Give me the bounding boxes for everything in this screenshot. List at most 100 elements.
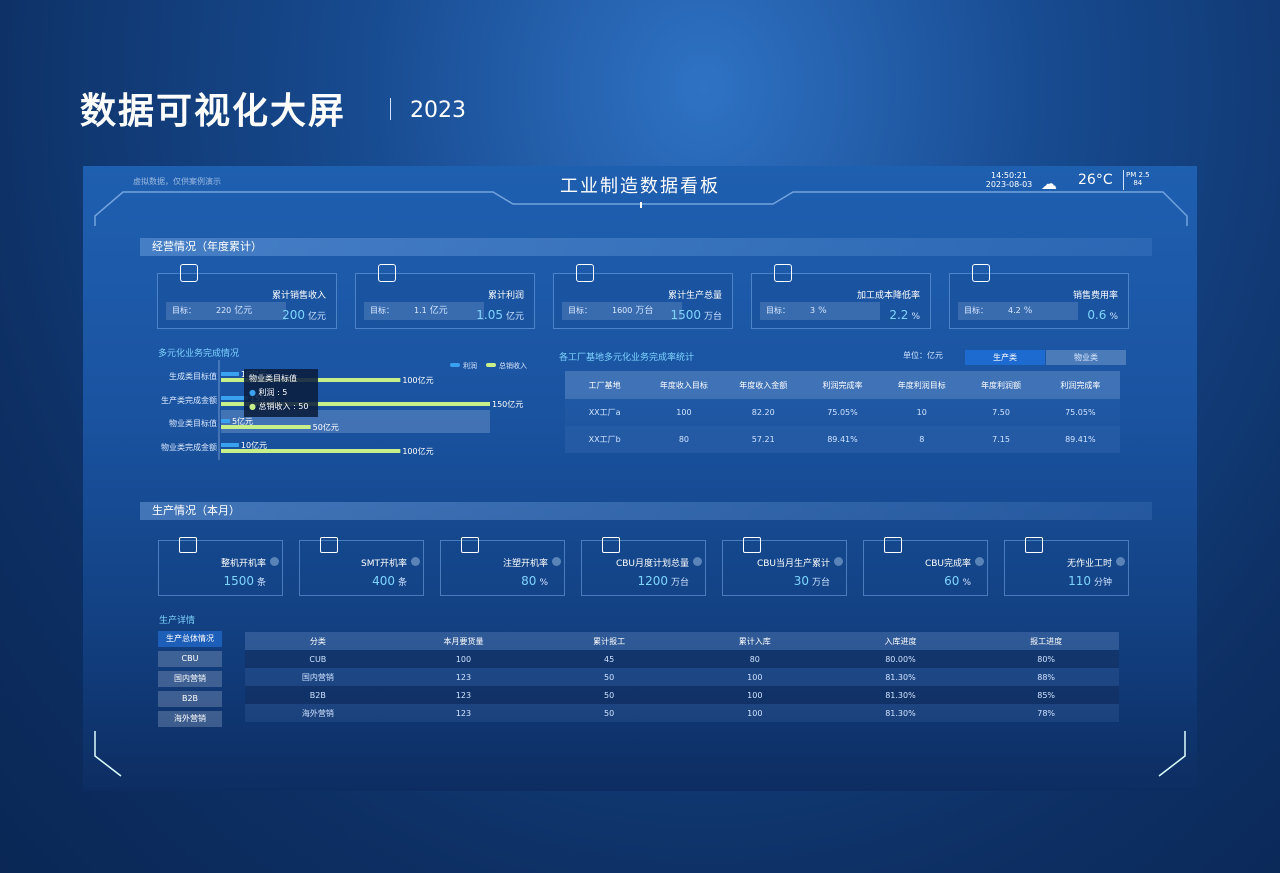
table-cell: 8 [919,435,925,444]
card-icon [1025,537,1043,553]
kpi-card: 累计利润 目标： 1.1 亿元 1.05 亿元 [355,264,535,329]
production-card: 整机开机率 1500 条 [158,537,283,596]
tooltip-line: ● 总销收入 : 50 [249,402,309,411]
time: 14:50:21 [991,171,1027,180]
table-row: 海外营销 123 50 100 81.30% 78% [245,704,1119,722]
column-header: 累计报工 [593,636,626,646]
frame-decor [94,191,1188,777]
side-tab[interactable]: 海外营销 [158,711,222,727]
value-unit: 亿元 [505,312,524,322]
card-value: 60% [944,570,971,589]
header-row: 工厂基地 年度收入目标 年度收入金额 利润完成率 年度利润目标 年度利润额 利润完成率 [565,371,1120,399]
production-card: CBU完成率 60% [863,537,988,596]
more-icon [1116,557,1125,566]
kpi-card: 累计生产总量 目标： 1600 万台 1500 万台 [553,264,733,329]
table-cell: XX工厂b [588,435,621,444]
table-cell: XX工厂a [588,408,621,417]
table-cell: 85% [1037,690,1056,700]
card-value: 400 条 [372,570,407,589]
value-unit: 万台 [811,578,830,588]
side-tab[interactable]: CBU [158,651,222,667]
value: 200 [282,308,305,322]
production-card: CBU月度计划总量 1200 万台 [581,537,706,596]
card-label: 整机开机率 [220,559,266,569]
production-card: CBU当月生产累计 30 万台 [722,537,847,596]
bar [221,425,311,429]
column-header: 累计入库 [738,636,771,646]
target-label: 目标： [172,306,196,315]
card-target: 目标： 4.2% [958,302,1078,320]
bar [221,372,239,376]
value: 1.05 [476,308,503,322]
more-icon [834,557,843,566]
column-header: 年度利润目标 [897,380,946,390]
column-header: 利润完成率 [1060,380,1101,390]
table-cell: 海外营销 [301,708,334,718]
table-cell: 100 [747,708,763,718]
card-icon [378,264,396,282]
target-unit: 亿元 [234,306,253,316]
table-cell: 100 [676,408,692,417]
table-title: 各工厂基地多元化业务完成率统计 [559,353,695,363]
card-icon [461,537,479,553]
target-label: 目标： [964,306,988,315]
value: 1200 [637,574,668,588]
card-value: 2.2% [889,304,920,323]
card-value: 80% [521,570,548,589]
tab[interactable]: 生产类 [965,350,1045,365]
table-cell: 50 [604,708,615,718]
target-value: 3 [810,306,816,315]
column-header: 年度收入金额 [739,380,788,390]
card-label: 累计生产总量 [667,291,722,301]
tab[interactable]: 物业类 [1046,350,1126,365]
card-label: 累计销售收入 [271,291,326,301]
column-header: 工厂基地 [588,380,621,390]
more-icon [975,557,984,566]
category-label: 生成类目标值 [169,371,217,381]
card-target: 目标： 1.1 亿元 [364,302,484,320]
table-cell: B2B [309,690,326,700]
column-header: 入库进度 [884,636,917,646]
table-cell: 国内营销 [301,672,334,682]
card-icon [972,264,990,282]
detail-table-wrap: 分类 本月要货量 累计报工 累计入库 入库进度 报工进度 CUB 100 45 80 80.00% 8… [245,632,1119,730]
value-unit: % [911,312,920,322]
table-cell: CUB [309,654,327,664]
card-target: 目标： 3% [760,302,880,320]
value-label: 100亿元 [402,375,433,385]
weather-icon: ☁ [1041,174,1057,193]
value-label: 5亿元 [232,416,253,426]
clock: 14:50:21 2023-08-03 [983,171,1035,189]
column-header: 年度收入目标 [659,380,708,390]
production-card: 注塑开机率 80% [440,537,565,596]
target-unit: % [1023,306,1033,316]
target-value: 1.1 [414,306,427,315]
value: 1500 [223,574,254,588]
value-label: 10亿元 [241,440,267,450]
value-label: 50亿元 [313,422,339,432]
table-cell: 50 [604,690,615,700]
more-icon [693,557,702,566]
table-cell: 100 [747,672,763,682]
chart-title: 多元化业务完成情况 [158,349,240,359]
value-label: 150亿元 [492,399,523,409]
side-tab[interactable]: B2B [158,691,222,707]
card-value: 1500 条 [223,570,266,589]
side-tab[interactable]: 生产总体情况 [158,631,222,647]
table-cell: 81.30% [885,708,916,718]
target-unit: 亿元 [429,306,448,316]
legend-swatch [486,363,496,367]
date: 2023-08-03 [985,180,1033,189]
page-title: 数据可视化大屏 [80,91,347,132]
card-label: CBU完成率 [924,559,971,569]
kpi-card: 加工成本降低率 目标： 3% 2.2% [751,264,931,329]
table-cell: 123 [455,672,472,682]
column-header: 年度利润额 [981,380,1022,390]
side-tab[interactable]: 国内营销 [158,671,222,687]
production-card: SMT开机率 400 条 [299,537,424,596]
value-unit: 万台 [670,578,689,588]
legend-swatch [450,363,460,367]
dashboard-title: 工业制造数据看板 [560,176,720,197]
card-value: 0.6% [1087,304,1118,323]
